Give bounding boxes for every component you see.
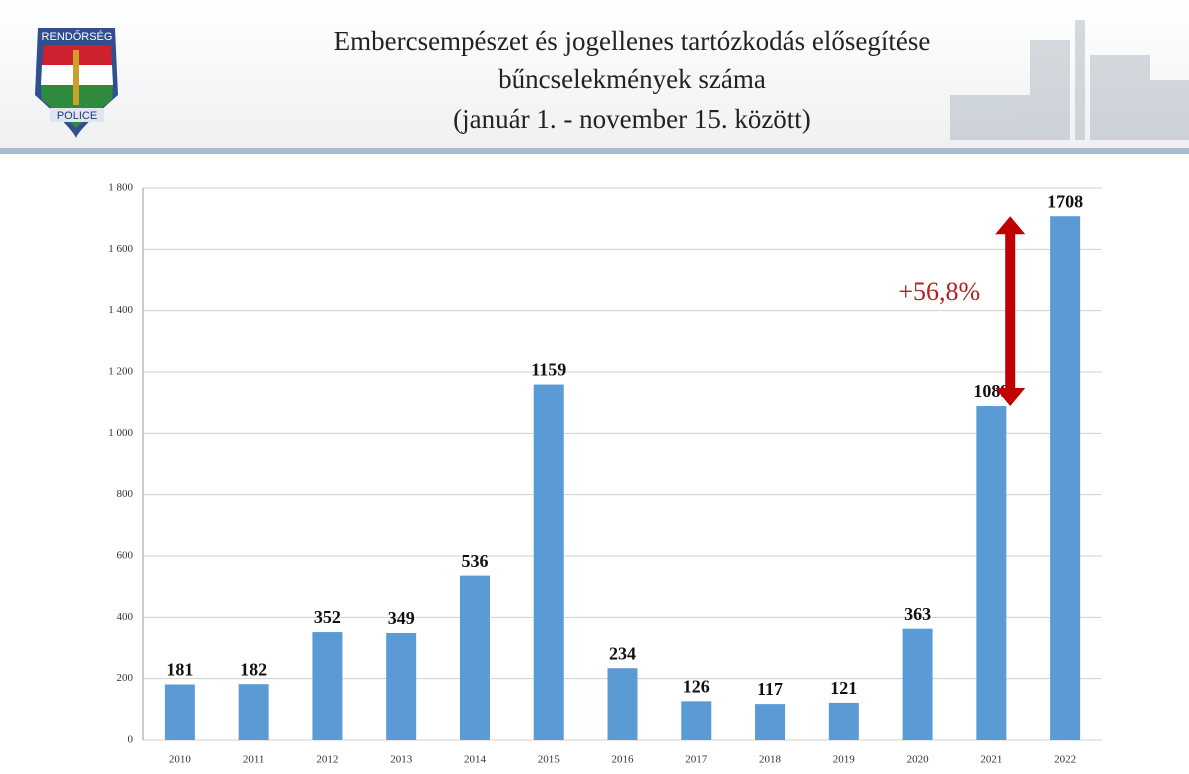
- x-tick-label: 2019: [833, 754, 856, 766]
- y-tick-label: 1 400: [108, 304, 133, 316]
- value-label: 349: [388, 608, 415, 628]
- title-line: bűncselekmények száma: [498, 64, 766, 94]
- y-tick-label: 600: [117, 550, 134, 562]
- x-tick-label: 2010: [169, 754, 192, 766]
- x-tick-label: 2016: [612, 754, 635, 766]
- value-label: 126: [683, 676, 710, 696]
- value-label: 363: [904, 604, 931, 624]
- x-tick-label: 2013: [390, 754, 413, 766]
- title-line: (január 1. - november 15. között): [453, 104, 811, 134]
- bar: [976, 406, 1006, 740]
- y-tick-label: 1 000: [108, 427, 133, 439]
- y-tick-label: 1 800: [108, 182, 133, 194]
- bar: [312, 632, 342, 740]
- value-label: 352: [314, 607, 341, 627]
- y-tick-label: 1 600: [108, 243, 133, 255]
- x-tick-label: 2012: [316, 754, 338, 766]
- bar: [903, 629, 933, 740]
- bar: [460, 576, 490, 740]
- x-tick-label: 2017: [685, 754, 708, 766]
- value-label: 536: [461, 551, 488, 571]
- bar: [829, 703, 859, 740]
- bar: [681, 701, 711, 740]
- y-tick-label: 400: [117, 611, 134, 623]
- slide: RENDŐRSÉG POLICE Embercsempészet és joge…: [0, 0, 1189, 769]
- annotation: +56,8%: [898, 277, 980, 306]
- x-tick-label: 2018: [759, 754, 782, 766]
- page: {"logo": {"top": "RENDŐRSÉG", "bottom": …: [0, 0, 1189, 769]
- x-tick-label: 2014: [464, 754, 487, 766]
- logo-bottom-text: POLICE: [57, 110, 97, 122]
- x-tick-label: 2022: [1054, 754, 1076, 766]
- y-tick-label: 200: [117, 672, 134, 684]
- value-label: 182: [240, 659, 267, 679]
- y-tick-label: 800: [117, 488, 134, 500]
- value-label: 1708: [1047, 191, 1083, 211]
- value-label: 1159: [531, 360, 566, 380]
- x-tick-label: 2021: [980, 754, 1002, 766]
- bar: [608, 668, 638, 740]
- bar: [165, 684, 195, 740]
- title-line: Embercsempészet és jogellenes tartózkodá…: [334, 26, 931, 56]
- y-tick-label: 1 200: [108, 366, 133, 378]
- bar: [1050, 216, 1080, 740]
- x-tick-label: 2011: [243, 754, 265, 766]
- header-rule: [0, 148, 1189, 154]
- value-label: 121: [830, 678, 857, 698]
- value-label: 181: [166, 660, 193, 680]
- bar: [386, 633, 416, 740]
- bar: [239, 684, 269, 740]
- value-label: 234: [609, 643, 636, 663]
- y-tick-label: 0: [128, 734, 134, 746]
- logo-top-text: RENDŐRSÉG: [42, 29, 113, 43]
- bar: [534, 385, 564, 740]
- x-tick-label: 2020: [907, 754, 930, 766]
- x-tick-label: 2015: [538, 754, 561, 766]
- value-label: 117: [757, 679, 783, 699]
- bar: [755, 704, 785, 740]
